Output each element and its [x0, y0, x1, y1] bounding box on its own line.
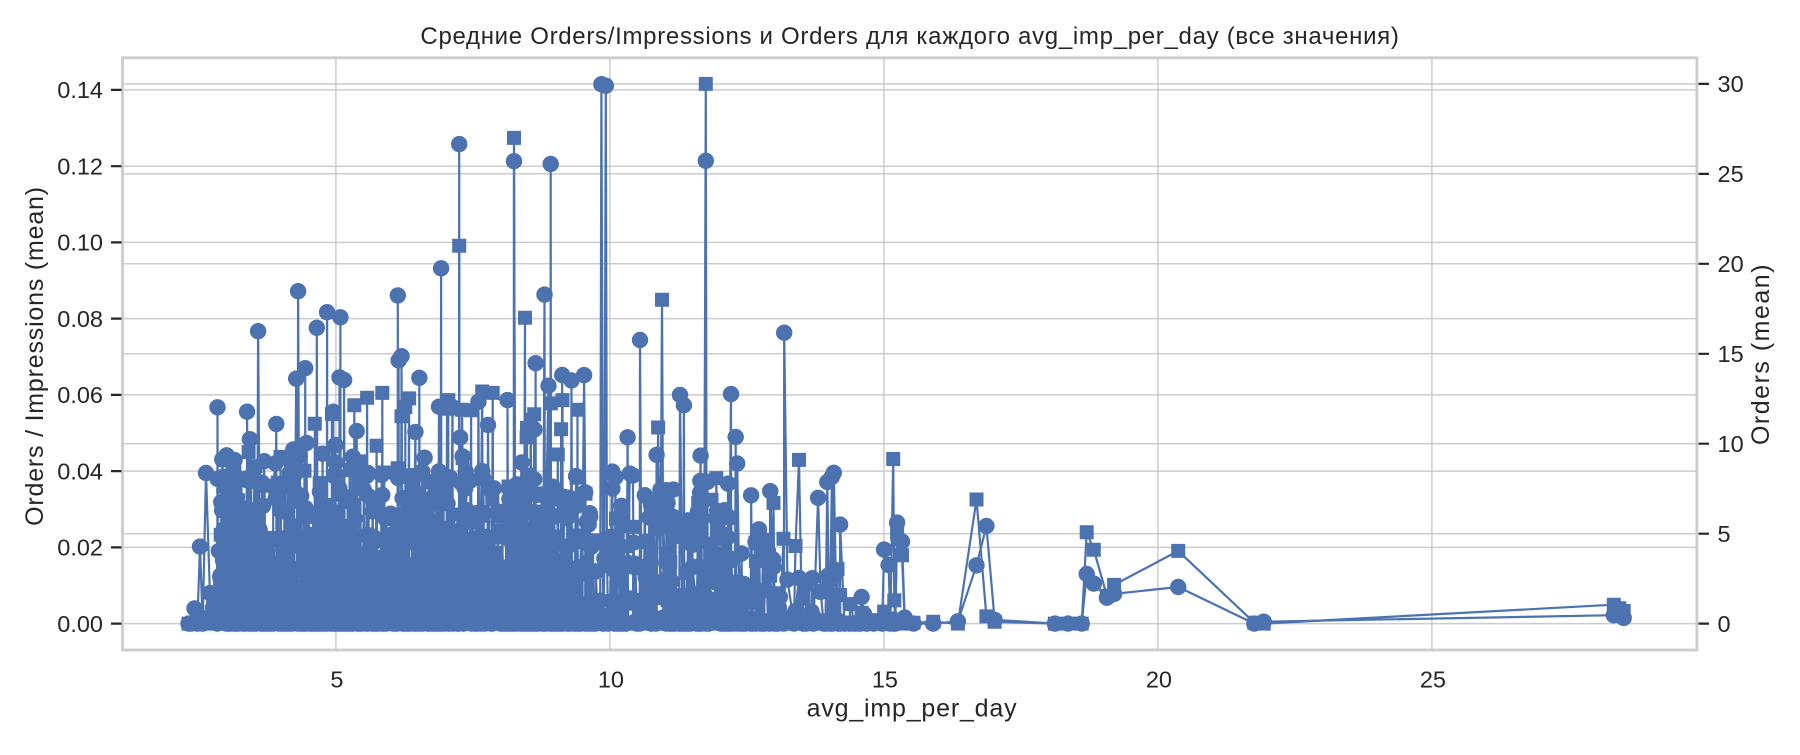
svg-text:0.08: 0.08 — [57, 306, 103, 332]
svg-text:10: 10 — [1718, 431, 1744, 457]
svg-text:Средние Orders/Impressions и O: Средние Orders/Impressions и Orders для … — [420, 23, 1399, 50]
svg-text:15: 15 — [872, 667, 898, 693]
svg-text:0.14: 0.14 — [57, 77, 103, 103]
svg-text:0.12: 0.12 — [57, 153, 103, 179]
svg-text:0.02: 0.02 — [57, 535, 103, 561]
svg-text:Orders (mean): Orders (mean) — [1747, 263, 1775, 445]
svg-text:0: 0 — [1718, 611, 1731, 637]
svg-text:0.00: 0.00 — [57, 611, 103, 637]
svg-text:25: 25 — [1718, 161, 1744, 187]
svg-text:10: 10 — [598, 667, 624, 693]
svg-text:20: 20 — [1146, 667, 1172, 693]
svg-text:Orders / Impressions (mean): Orders / Impressions (mean) — [21, 186, 49, 526]
svg-text:avg_imp_per_day: avg_imp_per_day — [807, 695, 1018, 723]
svg-text:0.06: 0.06 — [57, 382, 103, 408]
svg-text:25: 25 — [1420, 667, 1446, 693]
svg-text:30: 30 — [1718, 71, 1744, 97]
svg-text:0.10: 0.10 — [57, 230, 103, 256]
svg-text:15: 15 — [1718, 341, 1744, 367]
svg-text:20: 20 — [1718, 251, 1744, 277]
svg-text:5: 5 — [1718, 521, 1731, 547]
svg-text:5: 5 — [330, 667, 343, 693]
svg-text:0.04: 0.04 — [57, 458, 103, 484]
